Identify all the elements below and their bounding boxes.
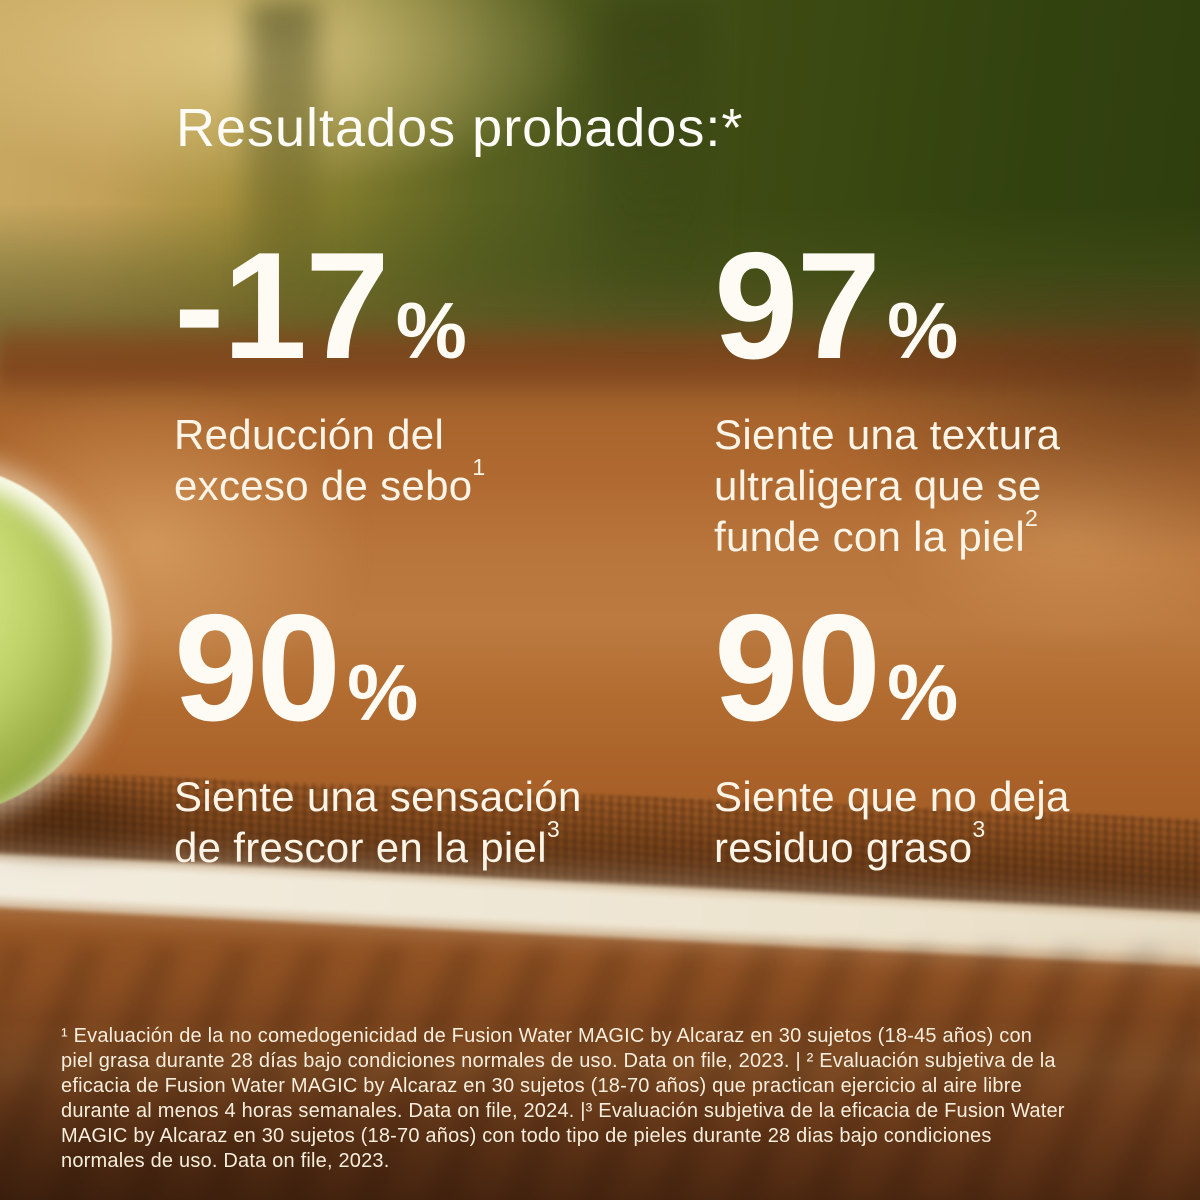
stat-number: 90 [174, 583, 341, 753]
stat-card-sebum-reduction: -17% Reducción del exceso de sebo1 [174, 230, 514, 511]
tree-shadow-streak [600, 0, 710, 360]
footnote-reference: 1 [472, 453, 486, 480]
stat-card-no-greasy-residue: 90% Siente que no deja residuo graso3 [714, 592, 1146, 873]
bottom-vignette [0, 1000, 1200, 1200]
footnote-line: ¹ Evaluación de la no comedogenicidad de… [61, 1025, 1033, 1047]
footnote-line: durante al menos 4 horas semanales. Data… [61, 1100, 1065, 1122]
stat-number: 90 [714, 583, 881, 753]
stat-description-text: Siente una textura ultraligera que se fu… [714, 411, 1061, 561]
footnote-reference: 3 [546, 815, 560, 842]
stat-number: 97 [714, 221, 881, 391]
tree-shadow-streak [248, 0, 318, 330]
footnote-line: MAGIC by Alcaraz en 30 sujetos (18-70 añ… [61, 1125, 992, 1147]
stat-description-text: Siente que no deja residuo graso [714, 773, 1070, 872]
stat-value: 90% [174, 592, 616, 769]
clay-texture-streaks [0, 945, 1200, 1200]
stat-value: 97% [714, 230, 1106, 407]
stat-number: -17 [174, 221, 390, 391]
stat-description: Reducción del exceso de sebo1 [174, 409, 514, 511]
stat-value: -17% [174, 230, 514, 407]
footnote-reference: 3 [972, 815, 986, 842]
footnote-line: eficacia de Fusion Water MAGIC by Alcara… [61, 1075, 1022, 1097]
footnote-line: piel grasa durante 28 días bajo condicio… [61, 1050, 1056, 1072]
page-title: Resultados probados:* [176, 98, 744, 159]
footnotes-block: ¹ Evaluación de la no comedogenicidad de… [61, 1024, 1176, 1174]
stat-card-fresh-sensation: 90% Siente una sensación de frescor en l… [174, 592, 616, 873]
percent-sign: % [395, 286, 467, 375]
stat-description: Siente una textura ultraligera que se fu… [714, 409, 1106, 563]
footnote-reference: 2 [1025, 505, 1039, 532]
stat-card-ultralight-texture: 97% Siente una textura ultraligera que s… [714, 230, 1106, 563]
footnote-line: normales de uso. Data on file, 2023. [61, 1150, 390, 1172]
percent-sign: % [887, 648, 959, 737]
stat-description: Siente una sensación de frescor en la pi… [174, 771, 616, 873]
stat-description-text: Reducción del exceso de sebo [174, 411, 473, 510]
stat-value: 90% [714, 592, 1146, 769]
stat-description: Siente que no deja residuo graso3 [714, 771, 1146, 873]
stat-description-text: Siente una sensación de frescor en la pi… [174, 773, 582, 872]
court-shading [800, 280, 1200, 560]
percent-sign: % [347, 648, 419, 737]
percent-sign: % [887, 286, 959, 375]
bokeh-glow [880, 420, 1200, 650]
